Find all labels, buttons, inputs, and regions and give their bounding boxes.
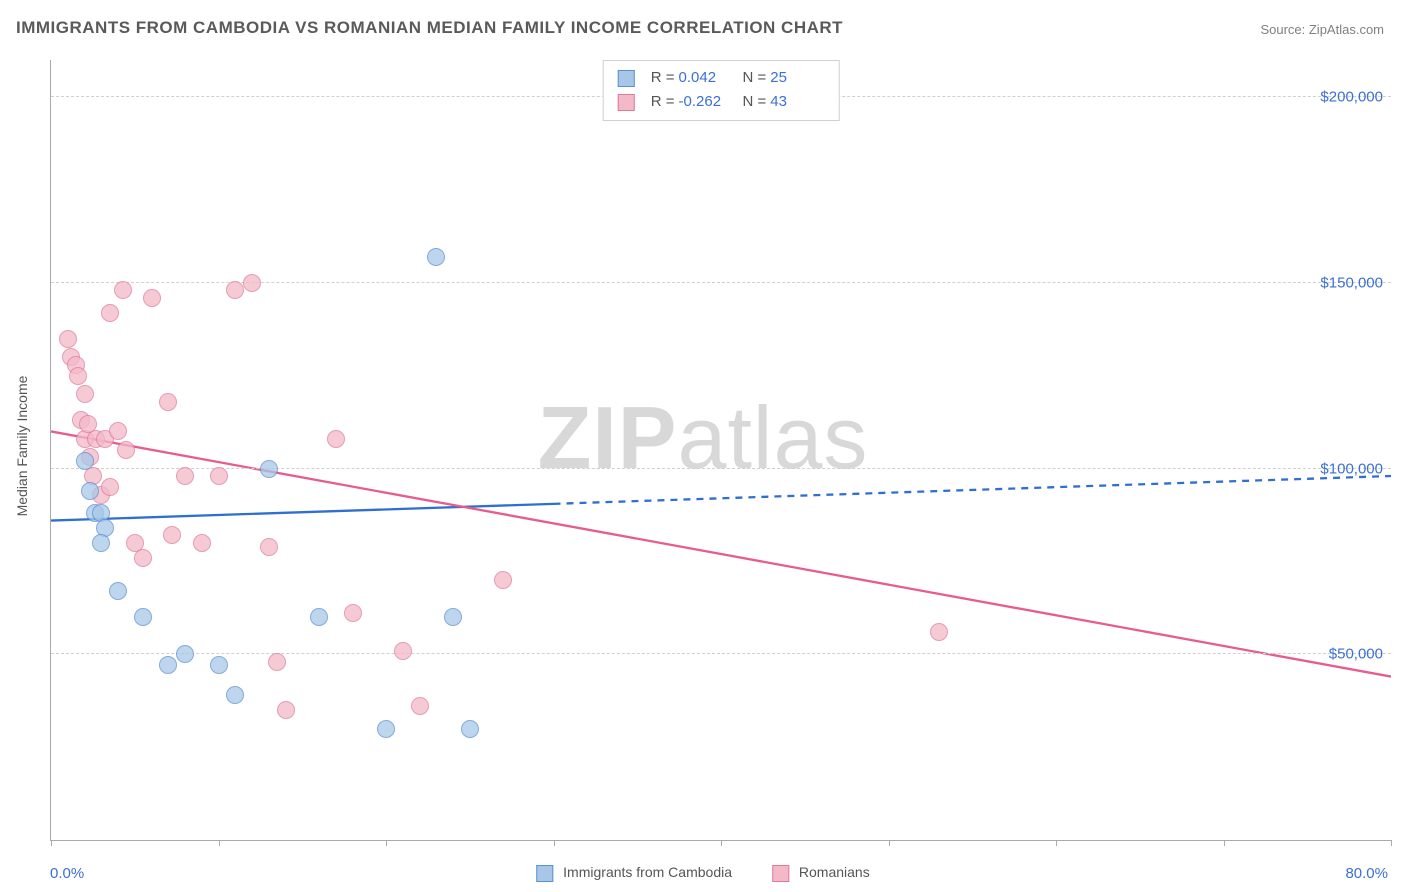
legend-row-b: R = -0.262 N = 43 <box>618 90 825 114</box>
legend-row-a: R = 0.042 N = 25 <box>618 66 825 90</box>
data-point <box>210 656 228 674</box>
series-legend: Immigrants from Cambodia Romanians <box>536 864 869 882</box>
data-point <box>494 571 512 589</box>
data-point <box>143 289 161 307</box>
x-axis-min: 0.0% <box>50 865 84 882</box>
source-label: Source: ZipAtlas.com <box>1260 22 1384 37</box>
data-point <box>109 582 127 600</box>
x-tick <box>889 840 890 846</box>
y-tick-label: $150,000 <box>1320 274 1383 291</box>
x-tick <box>1056 840 1057 846</box>
swatch-cambodia-icon <box>536 865 553 882</box>
data-point <box>260 460 278 478</box>
data-point <box>277 701 295 719</box>
data-point <box>411 697 429 715</box>
x-tick <box>51 840 52 846</box>
y-axis-label: Median Family Income <box>14 376 30 517</box>
data-point <box>159 656 177 674</box>
y-tick-label: $100,000 <box>1320 460 1383 477</box>
legend-item-cambodia: Immigrants from Cambodia <box>536 864 732 882</box>
gridline <box>51 653 1391 654</box>
data-point <box>193 534 211 552</box>
gridline <box>51 468 1391 469</box>
data-point <box>101 478 119 496</box>
plot-area: R = 0.042 N = 25 R = -0.262 N = 43 $50,0… <box>50 60 1391 841</box>
swatch-romanians <box>618 94 635 111</box>
data-point <box>226 686 244 704</box>
data-point <box>930 623 948 641</box>
x-tick <box>1224 840 1225 846</box>
trend-lines <box>51 60 1391 840</box>
data-point <box>226 281 244 299</box>
swatch-cambodia <box>618 70 635 87</box>
data-point <box>210 467 228 485</box>
data-point <box>268 653 286 671</box>
data-point <box>461 720 479 738</box>
data-point <box>81 482 99 500</box>
y-tick-label: $200,000 <box>1320 89 1383 106</box>
data-point <box>101 304 119 322</box>
swatch-romanians-icon <box>772 865 789 882</box>
data-point <box>109 422 127 440</box>
data-point <box>163 526 181 544</box>
data-point <box>117 441 135 459</box>
x-tick <box>1391 840 1392 846</box>
data-point <box>176 645 194 663</box>
y-tick-label: $50,000 <box>1329 646 1383 663</box>
data-point <box>176 467 194 485</box>
data-point <box>377 720 395 738</box>
data-point <box>69 367 87 385</box>
data-point <box>327 430 345 448</box>
legend-item-romanians: Romanians <box>772 864 870 882</box>
x-axis-max: 80.0% <box>1345 865 1388 882</box>
data-point <box>427 248 445 266</box>
x-tick <box>721 840 722 846</box>
data-point <box>394 642 412 660</box>
data-point <box>260 538 278 556</box>
data-point <box>76 385 94 403</box>
data-point <box>444 608 462 626</box>
correlation-legend: R = 0.042 N = 25 R = -0.262 N = 43 <box>603 60 840 121</box>
data-point <box>310 608 328 626</box>
data-point <box>76 452 94 470</box>
data-point <box>59 330 77 348</box>
data-point <box>134 549 152 567</box>
data-point <box>114 281 132 299</box>
data-point <box>159 393 177 411</box>
x-tick <box>219 840 220 846</box>
data-point <box>92 534 110 552</box>
x-tick <box>554 840 555 846</box>
data-point <box>344 604 362 622</box>
data-point <box>134 608 152 626</box>
data-point <box>243 274 261 292</box>
x-tick <box>386 840 387 846</box>
chart-title: IMMIGRANTS FROM CAMBODIA VS ROMANIAN MED… <box>16 18 843 38</box>
